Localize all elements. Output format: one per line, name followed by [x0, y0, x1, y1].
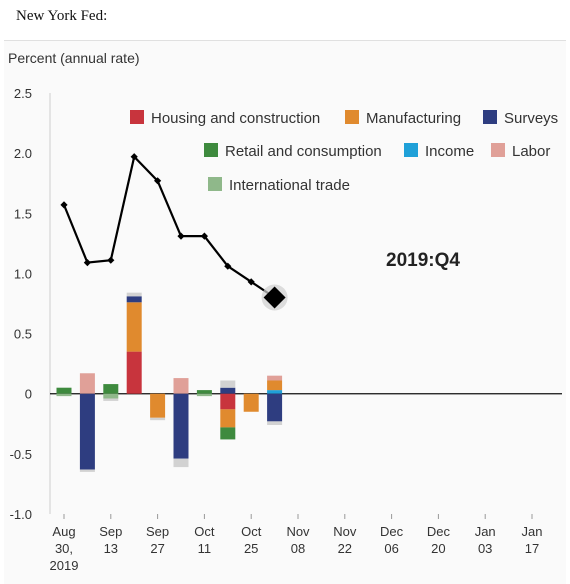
- legend-swatch: [491, 143, 505, 157]
- contribution-bar: [56, 387, 72, 394]
- contribution-bar: [173, 378, 189, 394]
- nowcast-point: [107, 256, 115, 264]
- legend-label: Manufacturing: [366, 110, 461, 127]
- y-tick-label: 1.5: [14, 206, 32, 221]
- contribution-bar: [267, 380, 283, 391]
- contribution-bar: [103, 384, 119, 394]
- x-tick-label: Sep 13: [99, 524, 122, 556]
- nowcast-point: [130, 153, 138, 161]
- legend-swatch: [345, 110, 359, 124]
- contribution-bar: [103, 393, 119, 399]
- nowcast-point: [200, 232, 208, 240]
- x-tick-label: Nov 22: [333, 524, 357, 556]
- chart-panel: Percent (annual rate) 2.5 2.0 1.5 1.0 0.5 0 -0.…: [4, 40, 566, 584]
- nowcast-point: [60, 201, 68, 209]
- legend-swatch: [404, 143, 418, 157]
- contribution-bar: [220, 380, 236, 388]
- contribution-bar: [56, 393, 72, 397]
- contribution-bar: [103, 398, 119, 401]
- contribution-bar: [243, 393, 259, 412]
- y-tick-label: 1.0: [14, 266, 32, 281]
- contribution-bar: [173, 458, 189, 468]
- nowcast-point: [247, 278, 255, 286]
- contribution-bar: [173, 393, 189, 459]
- nowcast-point: [177, 232, 185, 240]
- x-tick-label: Jan 17: [522, 524, 543, 556]
- y-axis-label: Percent (annual rate): [8, 50, 140, 66]
- legend-label: Retail and consumption: [225, 143, 382, 160]
- contribution-bar: [220, 409, 236, 428]
- contribution-bar: [196, 390, 212, 394]
- contribution-bar: [267, 393, 283, 422]
- contribution-bar: [220, 427, 236, 440]
- contribution-bar: [150, 417, 166, 421]
- nowcast-point: [263, 286, 286, 309]
- y-tick-label: -0.5: [10, 447, 32, 462]
- x-tick-label: Aug 30, 2019: [50, 524, 79, 573]
- x-tick-label: Oct 11: [194, 524, 215, 556]
- legend-swatch: [208, 177, 222, 191]
- x-tick-label: Jan 03: [475, 524, 496, 556]
- page-heading: New York Fed:: [16, 8, 108, 24]
- contribution-bar: [220, 387, 236, 394]
- y-tick-label: 2.0: [14, 146, 32, 161]
- nowcast-point: [224, 262, 232, 270]
- y-tick-label: -1.0: [10, 507, 32, 522]
- contribution-bar: [150, 393, 166, 418]
- contribution-bar: [126, 302, 142, 352]
- nowcast-point: [83, 259, 91, 267]
- contribution-bar: [126, 292, 142, 297]
- legend-label: Surveys: [504, 110, 558, 127]
- contribution-bar: [79, 393, 95, 470]
- quarter-annotation: 2019:Q4: [386, 250, 460, 271]
- y-tick-label: 0: [25, 387, 32, 402]
- nowcast-point: [154, 177, 162, 185]
- legend-swatch: [204, 143, 218, 157]
- contribution-bar: [267, 390, 283, 394]
- contribution-bar: [79, 373, 95, 394]
- contribution-bar: [267, 421, 283, 425]
- contribution-bar: [126, 351, 142, 394]
- contribution-bar: [220, 393, 236, 410]
- nowcast-line: [62, 154, 276, 299]
- x-tick-label: Dec 06: [380, 524, 404, 556]
- legend-swatch: [130, 110, 144, 124]
- contribution-bar: [267, 375, 283, 381]
- legend-label: International trade: [229, 177, 350, 194]
- x-tick-label: Nov 08: [286, 524, 310, 556]
- legend-label: Labor: [512, 143, 550, 160]
- x-tick-label: Dec 20: [427, 524, 451, 556]
- legend-swatch: [483, 110, 497, 124]
- legend-label: Housing and construction: [151, 110, 320, 127]
- contribution-bar: [126, 296, 142, 303]
- contribution-bar: [196, 393, 212, 397]
- x-tick-label: Oct 25: [241, 524, 262, 556]
- y-tick-label: 0.5: [14, 327, 32, 342]
- contribution-bar: [79, 469, 95, 472]
- legend-label: Income: [425, 143, 474, 160]
- nowcast-chart: Percent (annual rate) 2.5 2.0 1.5 1.0 0.5 0 -0.…: [8, 50, 562, 573]
- x-tick-label: Sep 27: [146, 524, 169, 556]
- y-tick-label: 2.5: [14, 86, 32, 101]
